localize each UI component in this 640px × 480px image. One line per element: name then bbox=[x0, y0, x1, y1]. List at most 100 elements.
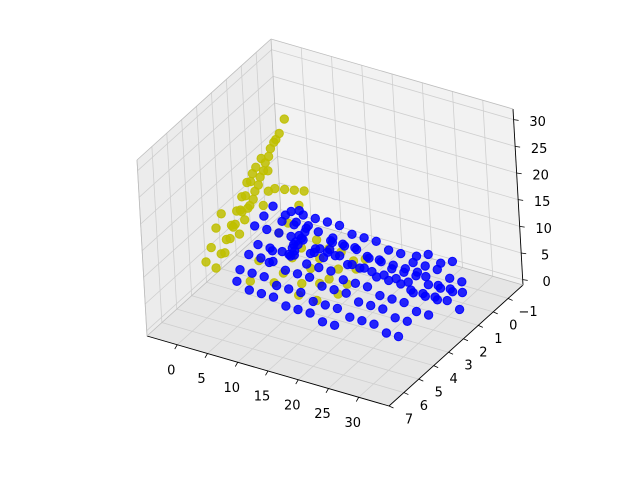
series-1-point bbox=[442, 295, 452, 306]
series-1-point bbox=[369, 319, 379, 329]
series-1-point bbox=[400, 264, 410, 274]
series-1-point bbox=[412, 267, 423, 277]
series-0-point bbox=[234, 229, 245, 239]
series-1-point bbox=[281, 301, 291, 311]
series-1-point bbox=[314, 262, 324, 273]
series-0-point bbox=[297, 278, 307, 289]
y-tick-label: 2 bbox=[479, 345, 487, 360]
series-1-point bbox=[454, 304, 465, 315]
series-1-point bbox=[302, 259, 312, 269]
y-axis-line bbox=[388, 284, 524, 407]
series-1-point bbox=[301, 223, 311, 234]
z-tick-label: 25 bbox=[531, 142, 548, 157]
series-0-point bbox=[263, 186, 274, 196]
axes-lines bbox=[136, 38, 524, 407]
series-1-point bbox=[364, 253, 374, 263]
series-1-point bbox=[378, 304, 388, 314]
series-1-point bbox=[457, 287, 468, 298]
series-1-point bbox=[406, 285, 416, 295]
y-tick-label: 1 bbox=[494, 332, 502, 347]
y-tick-tick bbox=[463, 338, 469, 342]
z-tick-label: 20 bbox=[532, 169, 549, 184]
series-1-point bbox=[256, 253, 266, 263]
series-1-point bbox=[362, 282, 373, 292]
series-1-point bbox=[292, 269, 303, 279]
x-tick-label: 25 bbox=[314, 407, 331, 422]
x-tick-tick bbox=[234, 362, 239, 367]
series-1-point bbox=[390, 313, 400, 323]
series-1-point bbox=[277, 246, 287, 257]
series-1-point bbox=[244, 249, 254, 260]
series-0-point bbox=[299, 186, 309, 196]
series-1-point bbox=[334, 220, 345, 231]
y-tick-tick bbox=[493, 311, 498, 315]
series-0-point bbox=[279, 184, 290, 195]
series-1-point bbox=[376, 257, 386, 267]
pane-edge bbox=[146, 214, 282, 337]
series-1-point bbox=[308, 296, 318, 307]
y-tick-tick bbox=[418, 378, 424, 382]
z-tick-label: 30 bbox=[529, 115, 546, 130]
series-1-point bbox=[355, 263, 365, 273]
series-1-point bbox=[351, 244, 362, 255]
series-1-point bbox=[320, 300, 330, 310]
series-1-point bbox=[411, 251, 422, 261]
series-0-point bbox=[201, 257, 211, 267]
z-tick-tick bbox=[519, 225, 525, 228]
series-0-point bbox=[279, 114, 289, 124]
z-tick-label: 10 bbox=[535, 222, 552, 237]
series-0-point bbox=[206, 242, 216, 253]
series-1-point bbox=[327, 237, 338, 248]
series-1-point bbox=[310, 244, 321, 254]
series-1-point bbox=[317, 281, 327, 291]
series-1-point bbox=[418, 288, 428, 299]
series-1-point bbox=[298, 235, 308, 245]
series-1-point bbox=[326, 266, 336, 276]
series-1-point bbox=[411, 306, 422, 317]
y-tick-label: 4 bbox=[450, 372, 458, 387]
z-tick-label: 15 bbox=[534, 195, 551, 210]
series-1-point bbox=[338, 275, 348, 285]
y-tick-tick bbox=[433, 365, 439, 369]
y-tick-label: −1 bbox=[519, 305, 538, 320]
series-1-point bbox=[268, 256, 278, 267]
series-1-point bbox=[341, 288, 351, 298]
series-1-point bbox=[393, 331, 404, 342]
series-1-point bbox=[357, 316, 367, 326]
series-1-point bbox=[375, 290, 385, 301]
series-1-point bbox=[289, 220, 299, 230]
series-1-point bbox=[445, 284, 455, 294]
series-0-point bbox=[289, 185, 299, 195]
series-1-point bbox=[310, 213, 320, 224]
series-1-point bbox=[274, 228, 284, 238]
series-0-point bbox=[245, 176, 256, 187]
series-1-point bbox=[318, 252, 329, 263]
series-1-point bbox=[339, 241, 350, 251]
x-tick-tick bbox=[295, 379, 299, 385]
y-tick-tick bbox=[448, 351, 454, 355]
y-tick-tick bbox=[388, 405, 394, 409]
series-1-point bbox=[383, 245, 394, 255]
series-1-point bbox=[329, 285, 339, 295]
series-1-point bbox=[235, 265, 245, 275]
series-0-point bbox=[240, 215, 250, 225]
series-1-point bbox=[289, 250, 299, 260]
series-0-point bbox=[228, 222, 238, 232]
x-tick-tick bbox=[204, 353, 208, 359]
series-1-point bbox=[367, 266, 377, 277]
x-tick-label: 30 bbox=[344, 416, 361, 431]
y-tick-tick bbox=[403, 392, 409, 395]
x-tick-label: 10 bbox=[223, 381, 240, 396]
series-1-point bbox=[286, 231, 296, 242]
series-1-point bbox=[298, 210, 308, 220]
series-0-point bbox=[251, 162, 261, 173]
series-1-point bbox=[247, 268, 257, 278]
series-1-point bbox=[447, 256, 458, 267]
series-0-point bbox=[220, 248, 230, 258]
x-tick-tick bbox=[174, 344, 178, 350]
series-1-point bbox=[420, 261, 430, 271]
x-tick-tick bbox=[265, 370, 269, 376]
series-1-point bbox=[347, 229, 357, 240]
series-0-point bbox=[211, 263, 221, 273]
series-1-point bbox=[399, 297, 409, 308]
